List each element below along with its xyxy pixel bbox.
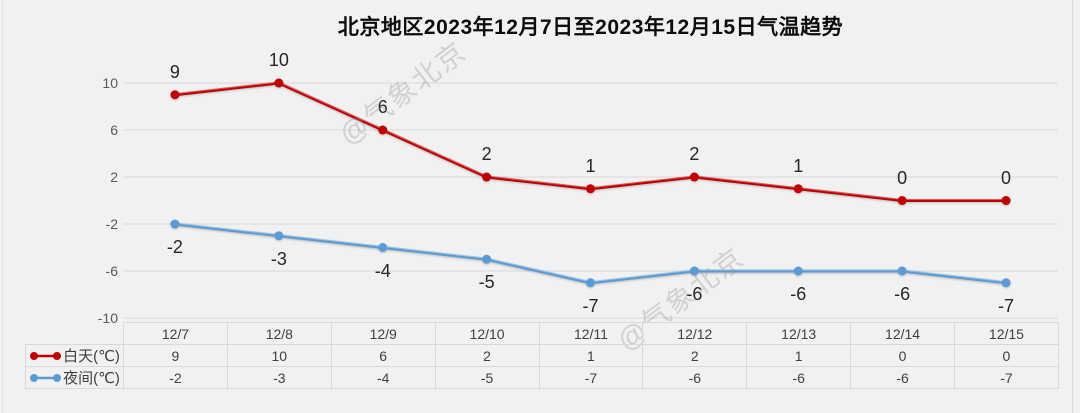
- value-cell: -6: [746, 366, 852, 389]
- series-marker: [482, 254, 492, 264]
- legend-line-marker-icon: [30, 373, 62, 382]
- value-cell: 0: [850, 344, 955, 367]
- y-tick-label: 2: [110, 169, 118, 185]
- data-label: 10: [268, 50, 289, 70]
- date-header-cell: 12/14: [850, 322, 955, 345]
- data-label: -6: [790, 284, 807, 304]
- date-header-cell: 12/13: [746, 322, 852, 345]
- series-line: [173, 222, 1008, 285]
- series-marker: [170, 90, 180, 100]
- value-cell: 9: [123, 344, 228, 367]
- series-marker: [274, 78, 284, 88]
- value-cell: 2: [642, 344, 748, 367]
- series-line-highlight: [174, 81, 1007, 201]
- date-header-cell: 12/15: [954, 322, 1059, 345]
- series-marker: [586, 184, 595, 194]
- value-cell: -5: [434, 366, 540, 389]
- legend-label: 白天(℃): [63, 348, 120, 365]
- date-header-cell: 12/8: [226, 322, 332, 345]
- table-header-row: 12/7 12/8 12/9 12/10 12/11 12/12 12/13 12/14 12/…: [26, 322, 1059, 345]
- y-tick-label: 10: [102, 75, 118, 91]
- data-label: 0: [1001, 167, 1012, 188]
- table-row: 白天(℃) 9 10 6 2 1 2 1 0 0: [25, 344, 1059, 367]
- y-tick-label: 6: [110, 122, 118, 138]
- data-label: -4: [374, 260, 391, 281]
- series-marker: [378, 125, 388, 135]
- value-cell: 6: [330, 344, 436, 367]
- data-table: 12/7 12/8 12/9 12/10 12/11 12/12 12/13 12/14 12/…: [25, 322, 1059, 389]
- legend-day: 白天(℃): [25, 344, 124, 367]
- date-header-cell: 12/9: [330, 322, 436, 345]
- date-header-cell: 12/12: [642, 322, 748, 345]
- data-label: 1: [793, 155, 804, 176]
- data-label: -2: [166, 237, 183, 257]
- data-label: 1: [585, 155, 596, 176]
- series-marker: [586, 278, 595, 288]
- value-cell: 1: [538, 344, 644, 367]
- table-corner-cell: [26, 323, 124, 345]
- value-cell: -4: [330, 366, 436, 389]
- data-label: -6: [894, 284, 911, 304]
- data-label: -7: [582, 295, 599, 316]
- data-label: -6: [686, 284, 703, 304]
- y-tick-label: -10: [97, 310, 118, 326]
- value-cell: -7: [538, 366, 644, 389]
- value-cell: -3: [226, 366, 332, 389]
- value-cell: 2: [434, 344, 540, 367]
- series-marker: [274, 231, 284, 241]
- series-line-highlight: [174, 222, 1007, 283]
- date-header-cell: 12/10: [434, 322, 540, 345]
- series-marker: [1001, 278, 1011, 288]
- series-marker: [378, 243, 388, 252]
- value-cell: 1: [746, 344, 852, 367]
- data-label: 0: [897, 167, 908, 188]
- value-cell: -7: [954, 366, 1059, 389]
- right-edge-divider: [1072, 0, 1073, 413]
- data-label: -3: [270, 248, 287, 269]
- legend-label: 夜间(℃): [63, 370, 120, 387]
- value-cell: -6: [850, 366, 955, 389]
- data-label: 6: [377, 97, 388, 117]
- series-marker: [170, 219, 180, 229]
- series-marker: [897, 266, 907, 276]
- data-label: -7: [998, 295, 1015, 316]
- series-marker: [482, 172, 492, 182]
- series-marker: [897, 196, 907, 205]
- data-label: 9: [169, 61, 180, 82]
- series-line: [173, 81, 1008, 202]
- left-edge-divider: [2, 0, 3, 413]
- series-marker: [793, 266, 803, 276]
- series-marker: [689, 266, 699, 276]
- legend-night: 夜间(℃): [25, 366, 124, 389]
- value-cell: -2: [123, 366, 228, 389]
- day-series: [170, 78, 1011, 205]
- date-header-cell: 12/11: [538, 322, 644, 345]
- night-series: [170, 219, 1011, 288]
- data-label: 2: [481, 144, 492, 164]
- series-marker: [689, 172, 699, 182]
- y-tick-label: -2: [105, 216, 118, 232]
- value-cell: 0: [954, 344, 1059, 367]
- chart-title: 北京地区2023年12月7日至2023年12月15日气温趋势: [337, 16, 844, 39]
- value-cell: 10: [226, 344, 332, 367]
- series-marker: [1001, 196, 1011, 205]
- legend-line-marker-icon: [30, 351, 62, 360]
- value-cell: -6: [642, 366, 748, 389]
- table-row: 夜间(℃) -2 -3 -4 -5 -7 -6 -6 -6 -7: [25, 366, 1059, 389]
- data-label: 2: [689, 144, 700, 164]
- data-label: -5: [478, 272, 495, 293]
- date-header-cell: 12/7: [123, 322, 228, 345]
- y-tick-label: -6: [105, 263, 118, 279]
- series-marker: [793, 184, 803, 194]
